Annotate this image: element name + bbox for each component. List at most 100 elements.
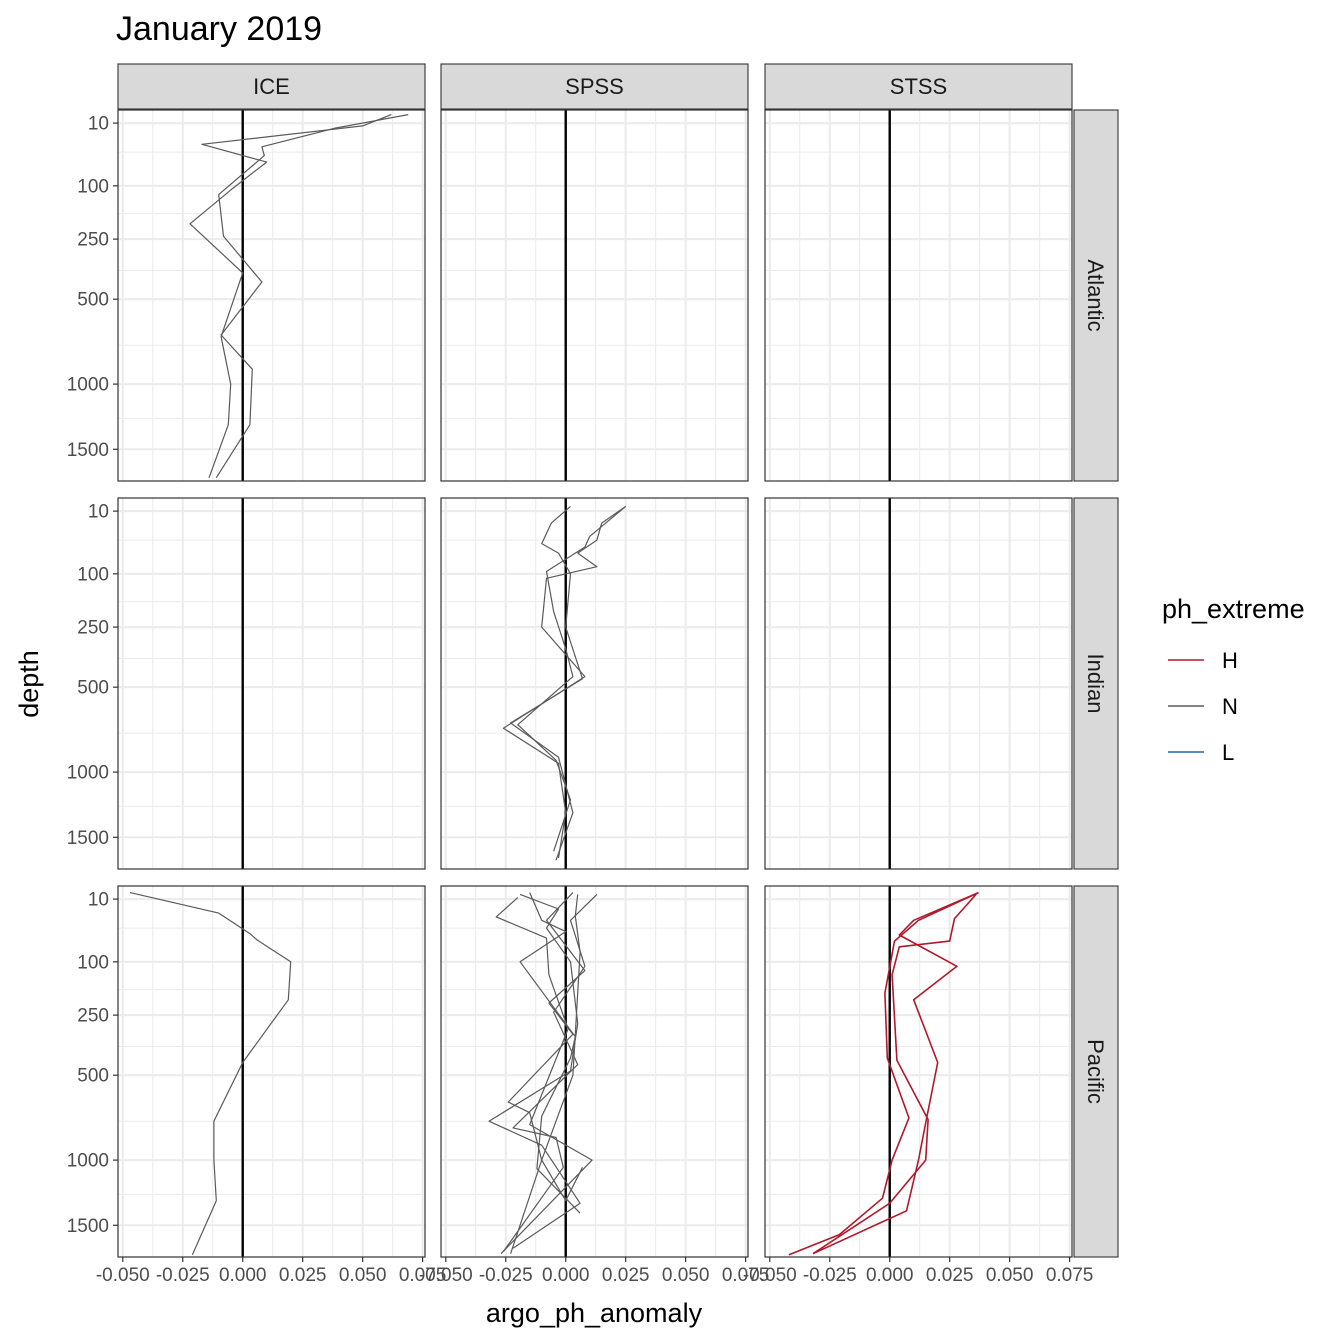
- x-axis: -0.050 -0.025 0.000 0.025 0.050 0.075: [419, 1257, 770, 1286]
- panel-pacific-stss: [764, 885, 1073, 1258]
- y-tick-label: 100: [77, 564, 109, 585]
- y-tick-label: 500: [77, 1066, 109, 1087]
- legend: ph_extreme HNL: [1162, 594, 1305, 765]
- x-tick-label: 0.075: [1046, 1265, 1094, 1286]
- legend-title: ph_extreme: [1162, 594, 1305, 624]
- y-tick-label: 1500: [67, 1216, 109, 1237]
- x-tick-label: 0.050: [339, 1265, 387, 1286]
- legend-entry-label: H: [1222, 648, 1238, 673]
- x-tick-label: 0.000: [866, 1265, 914, 1286]
- profile-line-h: [812, 891, 979, 1255]
- y-tick-label: 10: [88, 890, 109, 911]
- facet-panels: ICE SPSS STSS Atlantic Indian Pacific 10 100 250…: [67, 63, 1119, 1286]
- panel-pacific-spss: [440, 885, 749, 1258]
- profile-line-n: [189, 114, 392, 478]
- series-lines: [189, 114, 409, 479]
- y-tick-label: 250: [77, 1006, 109, 1027]
- series-lines: [502, 505, 627, 861]
- series-lines: [488, 892, 598, 1255]
- y-tick-label: 10: [88, 502, 109, 523]
- column-strip-label: SPSS: [565, 74, 624, 99]
- panel-border: [764, 885, 1073, 1258]
- y-tick-label: 1500: [67, 828, 109, 849]
- column-strip-label: STSS: [890, 74, 947, 99]
- panel-border: [117, 885, 426, 1258]
- column-strip-label: ICE: [253, 74, 290, 99]
- x-tick-label: 0.075: [722, 1265, 770, 1286]
- legend-entry-n: N: [1168, 694, 1238, 719]
- x-tick-label: 0.025: [926, 1265, 974, 1286]
- row-strip-label: Indian: [1083, 654, 1108, 714]
- legend-entry-h: H: [1168, 648, 1238, 673]
- y-tick-label: 1500: [67, 440, 109, 461]
- panel-grid: [441, 498, 748, 869]
- panel-indian-ice: [117, 497, 426, 870]
- panel-border: [440, 109, 749, 482]
- column-strip-ice: ICE: [117, 63, 426, 110]
- legend-entries: HNL: [1168, 648, 1238, 765]
- x-axis-title: argo_ph_anomaly: [486, 1298, 703, 1328]
- y-tick-label: 250: [77, 230, 109, 251]
- x-tick-label: 0.000: [219, 1265, 267, 1286]
- x-tick-label: 0.050: [662, 1265, 710, 1286]
- x-axis: -0.050 -0.025 0.000 0.025 0.050 0.075: [96, 1257, 446, 1286]
- y-tick-label: 10: [88, 114, 109, 135]
- panel-pacific-ice: [117, 885, 426, 1258]
- y-tick-label: 100: [77, 952, 109, 973]
- panel-grid: [765, 498, 1072, 869]
- x-tick-label: 0.025: [602, 1265, 650, 1286]
- panel-border: [440, 885, 749, 1258]
- series-lines: [129, 892, 292, 1256]
- panel-border: [764, 497, 1073, 870]
- x-tick-label: -0.050: [419, 1265, 473, 1286]
- y-axis: 10 100 250 500 1000 1500: [67, 502, 118, 849]
- legend-entry-label: N: [1222, 694, 1238, 719]
- row-strip-label: Pacific: [1083, 1039, 1108, 1104]
- y-axis: 10 100 250 500 1000 1500: [67, 114, 118, 461]
- panel-border: [117, 497, 426, 870]
- profile-line-n: [517, 505, 627, 852]
- profile-line-n: [495, 897, 593, 1255]
- x-tick-label: -0.025: [803, 1265, 857, 1286]
- profile-line-n: [541, 894, 584, 1202]
- x-tick-label: -0.025: [479, 1265, 533, 1286]
- panel-indian-spss: [440, 497, 749, 870]
- legend-entry-label: L: [1222, 740, 1234, 765]
- panel-border: [440, 497, 749, 870]
- row-strip-label: Atlantic: [1083, 259, 1108, 331]
- profile-line-h: [812, 893, 977, 1255]
- y-tick-label: 1000: [67, 1151, 109, 1172]
- panel-atlantic-stss: [764, 109, 1073, 482]
- panel-atlantic-spss: [440, 109, 749, 482]
- y-tick-label: 500: [77, 678, 109, 699]
- x-tick-label: 0.000: [542, 1265, 590, 1286]
- x-tick-label: 0.050: [986, 1265, 1034, 1286]
- profile-line-n: [129, 892, 292, 1256]
- legend-entry-l: L: [1168, 740, 1234, 765]
- panel-grid: [441, 886, 748, 1257]
- row-strip-indian: Indian: [1073, 497, 1119, 870]
- y-tick-label: 100: [77, 176, 109, 197]
- profile-line-n: [502, 893, 598, 1252]
- x-tick-label: -0.050: [743, 1265, 797, 1286]
- column-strip-stss: STSS: [764, 63, 1073, 110]
- panel-border: [117, 109, 426, 482]
- y-tick-label: 1000: [67, 375, 109, 396]
- panel-border: [764, 109, 1073, 482]
- profile-line-n: [510, 505, 584, 861]
- row-strip-pacific: Pacific: [1073, 885, 1119, 1258]
- series-lines: [788, 891, 979, 1256]
- row-strip-atlantic: Atlantic: [1073, 109, 1119, 482]
- y-tick-label: 500: [77, 290, 109, 311]
- panel-indian-stss: [764, 497, 1073, 870]
- column-strip-spss: SPSS: [440, 63, 749, 110]
- profile-line-h: [788, 891, 979, 1256]
- profile-line-n: [215, 114, 409, 479]
- y-tick-label: 250: [77, 618, 109, 639]
- chart-title: January 2019: [116, 10, 322, 48]
- y-axis-title: depth: [14, 650, 44, 718]
- y-tick-label: 1000: [67, 763, 109, 784]
- panel-atlantic-ice: [117, 109, 426, 482]
- x-tick-label: -0.050: [96, 1265, 150, 1286]
